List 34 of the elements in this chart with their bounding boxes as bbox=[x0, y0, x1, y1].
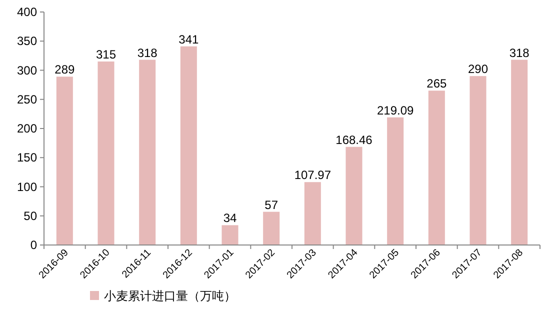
y-tick-label: 100 bbox=[16, 180, 38, 194]
y-tick-label: 350 bbox=[16, 34, 38, 48]
data-label: 265 bbox=[426, 76, 447, 91]
data-label: 318 bbox=[137, 46, 158, 60]
data-label: 57 bbox=[264, 198, 278, 212]
bar bbox=[98, 62, 114, 245]
y-tick-label: 50 bbox=[24, 208, 38, 223]
legend-label: 小麦累计进口量（万吨） bbox=[104, 289, 236, 303]
data-label: 290 bbox=[468, 62, 488, 76]
bar bbox=[222, 225, 238, 245]
bar bbox=[304, 182, 321, 245]
bar bbox=[511, 60, 528, 245]
bar bbox=[139, 60, 156, 245]
data-label: 289 bbox=[54, 62, 75, 77]
y-tick-label: 250 bbox=[16, 92, 38, 106]
bar bbox=[346, 146, 362, 245]
y-tick-label: 400 bbox=[16, 5, 38, 19]
data-label: 107.97 bbox=[294, 168, 332, 182]
bar bbox=[428, 90, 445, 245]
y-tick-label: 0 bbox=[30, 238, 38, 252]
y-tick-label: 200 bbox=[16, 122, 38, 136]
data-label: 34 bbox=[223, 211, 237, 226]
bar bbox=[470, 76, 486, 245]
data-label: 168.46 bbox=[336, 132, 373, 147]
y-tick-label: 150 bbox=[16, 150, 38, 165]
y-tick-label: 300 bbox=[16, 63, 38, 78]
data-label: 318 bbox=[509, 46, 530, 60]
bar bbox=[56, 76, 73, 245]
bar bbox=[263, 212, 280, 245]
data-label: 341 bbox=[178, 32, 199, 46]
data-label: 315 bbox=[96, 48, 116, 62]
bar bbox=[387, 117, 404, 245]
bar bbox=[180, 46, 197, 245]
data-label: 219.09 bbox=[376, 103, 414, 118]
